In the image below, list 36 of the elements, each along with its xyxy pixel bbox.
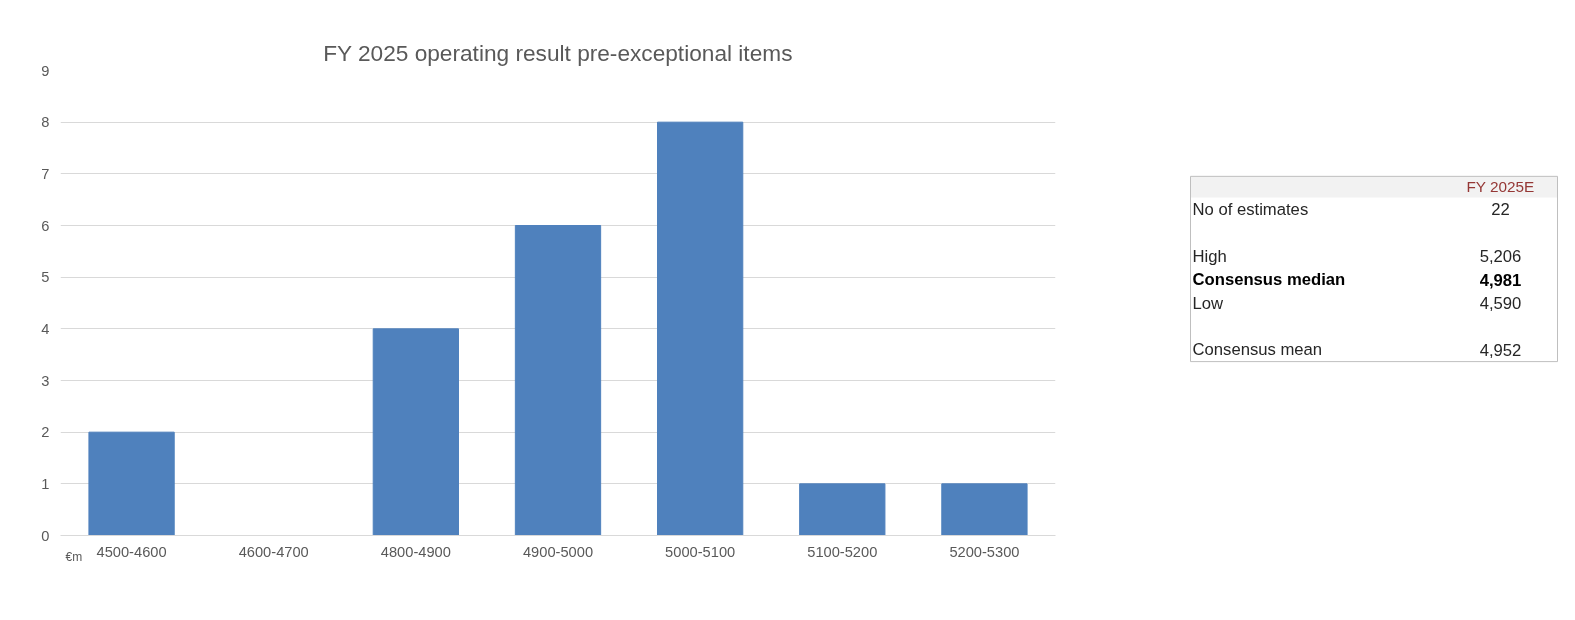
text: 4,981 xyxy=(1479,270,1522,290)
bar xyxy=(372,328,459,536)
y-tick-label: 0 xyxy=(41,527,50,544)
text: €m xyxy=(65,549,83,564)
text: Consensus median xyxy=(1192,270,1346,290)
y-tick-label: 7 xyxy=(41,165,50,182)
x-tick-label: 5200-5300 xyxy=(949,543,1020,560)
text: 4,952 xyxy=(1479,340,1522,360)
y-tick-label: 9 xyxy=(41,62,50,79)
y-tick-label: 4 xyxy=(41,320,50,337)
x-tick-label: 4600-4700 xyxy=(238,543,309,560)
x-tick-label: 4500-4600 xyxy=(96,543,167,560)
y-tick-label: 8 xyxy=(41,114,50,131)
chart-title: FY 2025 operating result pre-exceptional items xyxy=(323,39,793,66)
x-tick-label: 4900-5000 xyxy=(522,543,594,560)
text: High xyxy=(1192,246,1227,266)
text: Consensus mean xyxy=(1192,340,1323,360)
text: 22 xyxy=(1491,200,1510,220)
x-tick-label: 4800-4900 xyxy=(380,543,451,560)
bar xyxy=(799,483,886,536)
y-tick-label: 6 xyxy=(41,217,50,234)
bar xyxy=(941,483,1028,536)
y-tick-label: 3 xyxy=(41,372,50,389)
text: 4,590 xyxy=(1479,294,1522,313)
x-tick-label: 5100-5200 xyxy=(807,543,878,560)
text: Low xyxy=(1192,293,1225,313)
bar xyxy=(657,121,744,536)
x-tick-label: 5000-5100 xyxy=(665,543,736,560)
y-tick-label: 1 xyxy=(41,475,50,492)
text: 5,206 xyxy=(1479,247,1522,267)
bar xyxy=(514,225,602,536)
y-tick-label: 2 xyxy=(41,424,50,441)
text: FY 2025E xyxy=(1466,178,1535,196)
text: No of estimates xyxy=(1192,199,1309,219)
bar xyxy=(88,431,175,536)
y-tick-label: 5 xyxy=(41,269,50,286)
